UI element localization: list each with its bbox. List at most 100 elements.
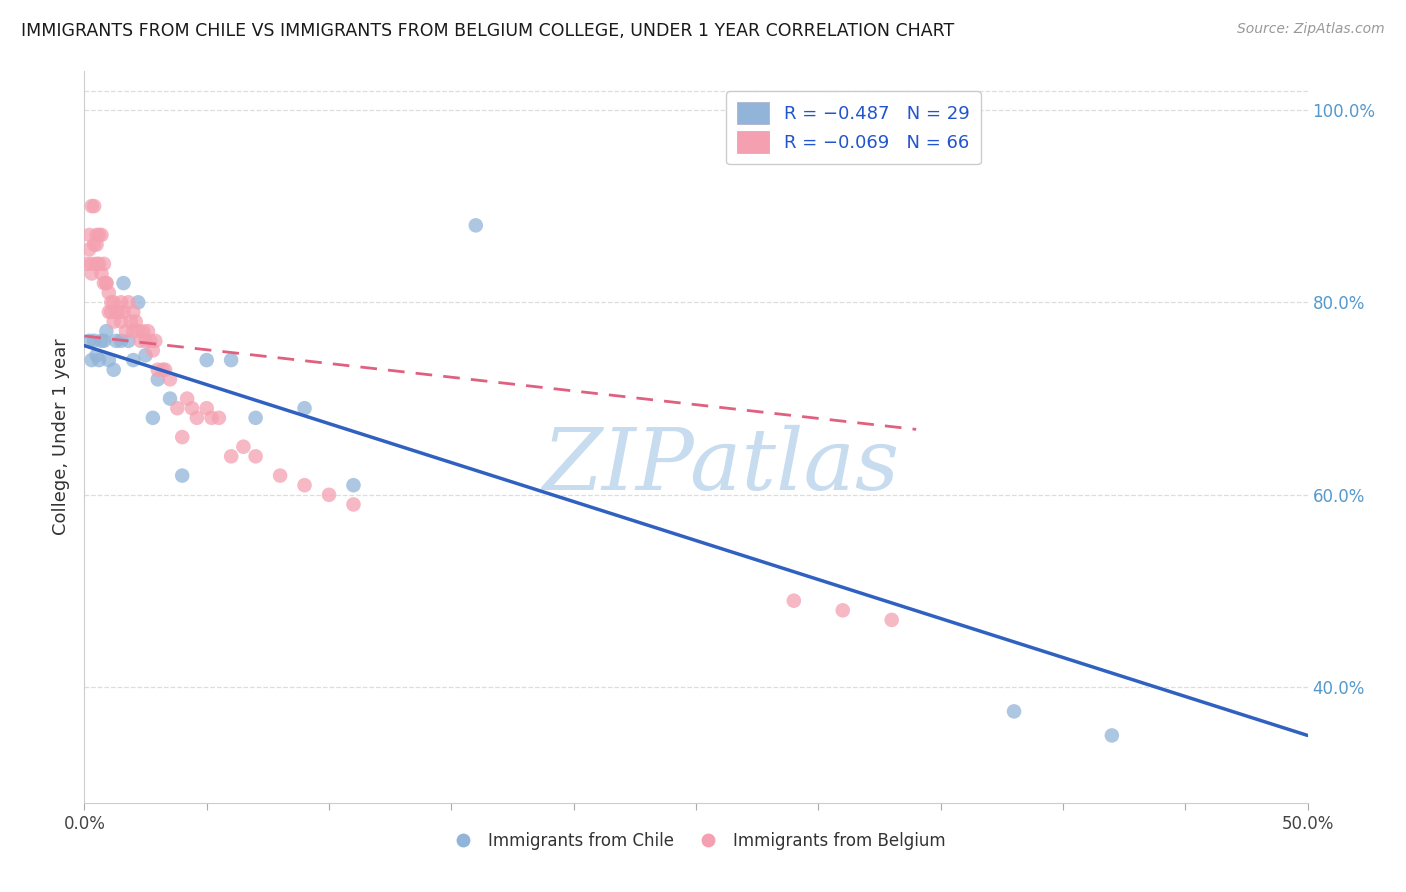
Point	[96, 324, 118, 338]
Point	[80, 353, 103, 368]
Point	[80, 257, 103, 271]
Point	[783, 593, 806, 607]
Point	[100, 295, 122, 310]
Point	[83, 237, 105, 252]
Point	[112, 305, 135, 319]
Point	[90, 267, 112, 281]
Point	[97, 285, 120, 300]
Point	[96, 276, 118, 290]
Point	[294, 478, 316, 492]
Point	[105, 334, 128, 348]
Point	[186, 410, 208, 425]
Point	[122, 353, 145, 368]
Point	[880, 613, 903, 627]
Point	[105, 305, 128, 319]
Point	[122, 305, 145, 319]
Point	[120, 315, 142, 329]
Point	[86, 237, 108, 252]
Point	[96, 276, 118, 290]
Point	[110, 295, 132, 310]
Point	[142, 343, 165, 358]
Point	[90, 334, 112, 348]
Point	[80, 267, 103, 281]
Point	[77, 227, 100, 242]
Point	[93, 257, 115, 271]
Point	[125, 315, 148, 329]
Point	[153, 362, 176, 376]
Point	[77, 334, 100, 348]
Point	[129, 334, 152, 348]
Point	[103, 362, 125, 376]
Point	[86, 257, 108, 271]
Point	[127, 324, 149, 338]
Point	[219, 450, 242, 464]
Point	[135, 348, 157, 362]
Point	[195, 401, 218, 416]
Point	[103, 295, 125, 310]
Point	[152, 362, 174, 376]
Point	[80, 199, 103, 213]
Point	[107, 305, 129, 319]
Point	[245, 410, 267, 425]
Point	[146, 362, 169, 376]
Point	[87, 257, 110, 271]
Point	[1101, 728, 1123, 742]
Point	[142, 410, 165, 425]
Point	[86, 348, 108, 362]
Point	[135, 334, 157, 348]
Point	[159, 372, 181, 386]
Point	[100, 305, 122, 319]
Point	[176, 392, 198, 406]
Point	[112, 276, 135, 290]
Point	[93, 334, 115, 348]
Point	[172, 468, 194, 483]
Point	[245, 450, 267, 464]
Text: ZIPatlas: ZIPatlas	[541, 425, 898, 508]
Point	[232, 440, 254, 454]
Point	[219, 353, 242, 368]
Point	[103, 315, 125, 329]
Point	[464, 219, 486, 233]
Point	[93, 276, 115, 290]
Point	[132, 324, 155, 338]
Point	[269, 468, 291, 483]
Point	[143, 334, 166, 348]
Point	[115, 324, 138, 338]
Point	[87, 353, 110, 368]
Point	[86, 227, 108, 242]
Point	[342, 478, 364, 492]
Point	[77, 243, 100, 257]
Point	[318, 488, 340, 502]
Point	[117, 295, 139, 310]
Point	[90, 227, 112, 242]
Point	[122, 324, 145, 338]
Point	[83, 334, 105, 348]
Y-axis label: College, Under 1 year: College, Under 1 year	[52, 339, 70, 535]
Text: IMMIGRANTS FROM CHILE VS IMMIGRANTS FROM BELGIUM COLLEGE, UNDER 1 YEAR CORRELATI: IMMIGRANTS FROM CHILE VS IMMIGRANTS FROM…	[21, 22, 955, 40]
Point	[172, 430, 194, 444]
Point	[159, 392, 181, 406]
Text: Source: ZipAtlas.com: Source: ZipAtlas.com	[1237, 22, 1385, 37]
Legend: Immigrants from Chile, Immigrants from Belgium: Immigrants from Chile, Immigrants from B…	[440, 825, 952, 856]
Point	[200, 410, 222, 425]
Point	[294, 401, 316, 416]
Point	[181, 401, 204, 416]
Point	[1002, 705, 1025, 719]
Point	[110, 334, 132, 348]
Point	[136, 324, 159, 338]
Point	[139, 334, 162, 348]
Point	[208, 410, 231, 425]
Point	[342, 498, 364, 512]
Point	[831, 603, 853, 617]
Point	[117, 334, 139, 348]
Point	[97, 353, 120, 368]
Point	[83, 199, 105, 213]
Point	[76, 257, 98, 271]
Point	[127, 295, 149, 310]
Point	[195, 353, 218, 368]
Point	[166, 401, 188, 416]
Point	[97, 305, 120, 319]
Point	[146, 372, 169, 386]
Point	[87, 227, 110, 242]
Point	[110, 315, 132, 329]
